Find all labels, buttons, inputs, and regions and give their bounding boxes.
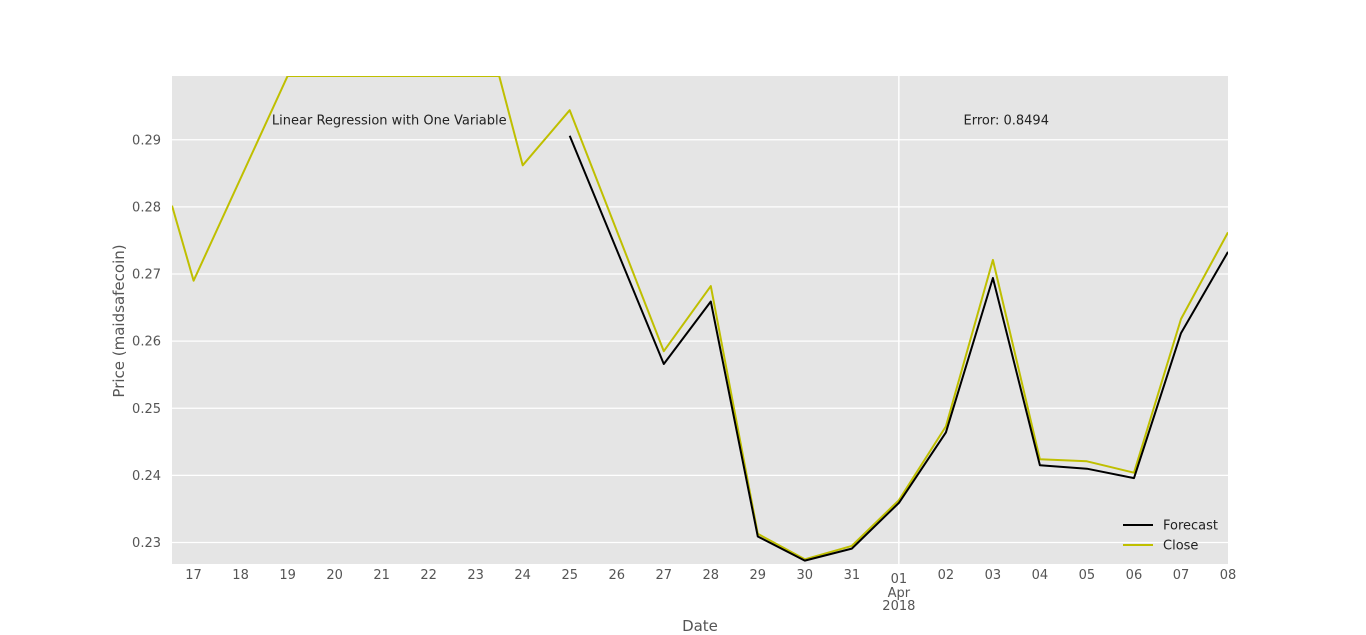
x-tick-label: 04 bbox=[1032, 568, 1049, 583]
x-tick-label: 02 bbox=[938, 568, 955, 583]
y-axis-title: Price (maidsafecoin) bbox=[110, 244, 128, 397]
x-tick-label: 03 bbox=[985, 568, 1002, 583]
y-tick-label: 0.28 bbox=[132, 200, 161, 215]
x-tick-sublabel: 2018 bbox=[882, 599, 915, 614]
y-tick-label: 0.27 bbox=[132, 268, 161, 283]
legend-label-close: Close bbox=[1163, 539, 1198, 554]
y-axis-ticks: 0.23 0.24 0.25 0.26 0.27 0.28 0.29 bbox=[132, 133, 161, 551]
y-tick-label: 0.23 bbox=[132, 536, 161, 551]
legend-label-forecast: Forecast bbox=[1163, 519, 1218, 534]
x-tick-label: 01 bbox=[891, 572, 908, 587]
x-axis-title: Date bbox=[682, 617, 718, 635]
annotations: Linear Regression with One Variable Error… bbox=[272, 113, 1049, 128]
x-tick-label: 22 bbox=[420, 568, 437, 583]
x-tick-label: 25 bbox=[561, 568, 578, 583]
x-tick-label: 20 bbox=[326, 568, 343, 583]
y-tick-label: 0.26 bbox=[132, 335, 161, 350]
series-lines bbox=[172, 76, 1228, 562]
y-tick-label: 0.29 bbox=[132, 133, 161, 148]
x-tick-label: 29 bbox=[750, 568, 767, 583]
series-line-close bbox=[172, 76, 1228, 561]
x-tick-sublabel: Apr bbox=[888, 586, 911, 601]
y-tick-label: 0.24 bbox=[132, 469, 161, 484]
x-tick-label: 18 bbox=[232, 568, 249, 583]
x-tick-label: 31 bbox=[844, 568, 861, 583]
x-tick-label: 17 bbox=[185, 568, 202, 583]
x-tick-label: 19 bbox=[279, 568, 296, 583]
x-tick-label: 23 bbox=[467, 568, 484, 583]
x-tick-label: 08 bbox=[1220, 568, 1237, 583]
annotation-text: Error: 0.8494 bbox=[964, 113, 1049, 128]
x-tick-label: 05 bbox=[1079, 568, 1096, 583]
x-tick-label: 06 bbox=[1126, 568, 1143, 583]
series-line-forecast bbox=[568, 135, 1228, 562]
legend: Forecast Close bbox=[1123, 519, 1218, 554]
x-tick-label: 21 bbox=[373, 568, 390, 583]
x-tick-label: 24 bbox=[514, 568, 531, 583]
plot-area bbox=[172, 76, 1228, 564]
x-tick-label: 30 bbox=[797, 568, 814, 583]
x-tick-label: 28 bbox=[703, 568, 720, 583]
grid-lines bbox=[172, 139, 1228, 544]
x-tick-label: 27 bbox=[655, 568, 672, 583]
x-tick-label: 07 bbox=[1173, 568, 1190, 583]
annotation-text: Linear Regression with One Variable bbox=[272, 113, 507, 128]
y-tick-label: 0.25 bbox=[132, 402, 161, 417]
x-tick-label: 26 bbox=[608, 568, 625, 583]
